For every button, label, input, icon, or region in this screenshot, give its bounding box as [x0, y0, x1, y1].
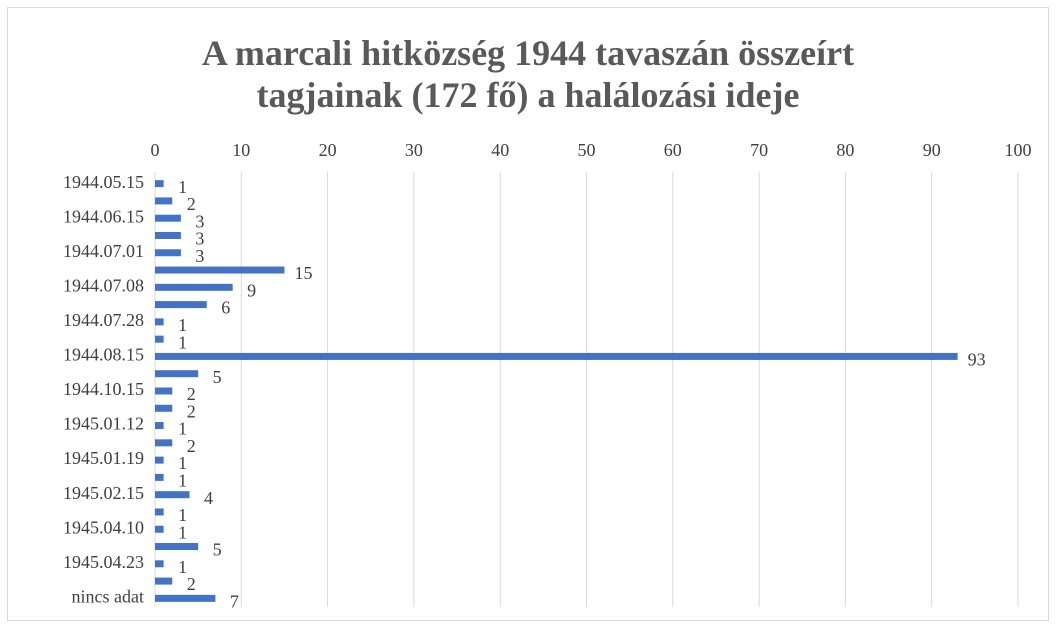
x-tick-label: 70: [750, 140, 768, 160]
y-tick-label: 1945.04.10: [63, 517, 144, 537]
y-tick-label: 1945.01.12: [63, 414, 144, 434]
bar: [155, 370, 199, 378]
bar: [155, 491, 190, 499]
x-tick-label: 30: [405, 140, 423, 160]
bar: [155, 473, 164, 481]
x-tick-label: 100: [1005, 140, 1032, 160]
bar: [155, 266, 285, 274]
bar: [155, 197, 173, 205]
data-label: 1: [178, 177, 187, 197]
data-label: 3: [195, 211, 204, 231]
data-label: 1: [178, 471, 187, 491]
data-label: 1: [178, 522, 187, 542]
x-tick-label: 90: [923, 140, 941, 160]
y-tick-label: 1944.07.01: [63, 241, 144, 261]
bar: [155, 543, 199, 551]
y-tick-label: 1944.07.08: [63, 275, 144, 295]
chart-border: [7, 7, 1049, 621]
y-tick-label: 1944.10.15: [63, 379, 144, 399]
bar: [155, 560, 164, 568]
bar: [155, 301, 207, 309]
bar: [155, 594, 216, 602]
data-label: 4: [204, 488, 213, 508]
bar: [155, 283, 233, 291]
data-label: 1: [178, 332, 187, 352]
data-label: 2: [187, 574, 196, 594]
y-tick-label: 1944.05.15: [63, 172, 144, 192]
data-label: 1: [178, 419, 187, 439]
chart-title: A marcali hitközség 1944 tavaszán összeí…: [201, 33, 855, 115]
x-tick-label: 50: [578, 140, 596, 160]
data-label: 1: [178, 453, 187, 473]
data-label: 15: [294, 263, 312, 283]
data-label: 1: [178, 505, 187, 525]
data-label: 7: [230, 591, 239, 611]
y-tick-label: nincs adat: [72, 586, 144, 606]
data-label: 2: [187, 194, 196, 214]
bar: [155, 404, 173, 412]
data-label: 2: [187, 436, 196, 456]
x-tick-label: 60: [664, 140, 682, 160]
bar: [155, 352, 958, 360]
bar: [155, 525, 164, 533]
y-tick-label: 1945.04.23: [63, 552, 144, 572]
data-label: 5: [213, 367, 222, 387]
data-label: 93: [968, 350, 986, 370]
bar: [155, 456, 164, 464]
y-tick-label: 1945.01.19: [63, 448, 144, 468]
x-tick-label: 10: [232, 140, 250, 160]
data-label: 6: [221, 298, 230, 318]
y-tick-label: 1945.02.15: [63, 483, 144, 503]
data-label: 9: [247, 280, 256, 300]
data-label: 3: [195, 246, 204, 266]
bar: [155, 577, 173, 585]
y-tick-label: 1944.06.15: [63, 206, 144, 226]
bar: [155, 508, 164, 516]
bar: [155, 180, 164, 188]
bar: [155, 214, 181, 222]
data-label: 2: [187, 401, 196, 421]
bar: [155, 249, 181, 257]
y-tick-label: 1944.08.15: [63, 345, 144, 365]
bar: [155, 387, 173, 395]
bar: [155, 422, 164, 430]
bar: [155, 439, 173, 447]
x-tick-label: 20: [319, 140, 337, 160]
data-label: 5: [213, 540, 222, 560]
x-tick-label: 40: [491, 140, 509, 160]
data-label: 2: [187, 384, 196, 404]
data-label: 3: [195, 229, 204, 249]
y-tick-label: 1944.07.28: [63, 310, 144, 330]
bar: [155, 335, 164, 343]
data-label: 1: [178, 315, 187, 335]
bar: [155, 318, 164, 326]
bar: [155, 231, 181, 239]
x-tick-label: 0: [151, 140, 160, 160]
data-label: 1: [178, 557, 187, 577]
x-tick-label: 80: [836, 140, 854, 160]
